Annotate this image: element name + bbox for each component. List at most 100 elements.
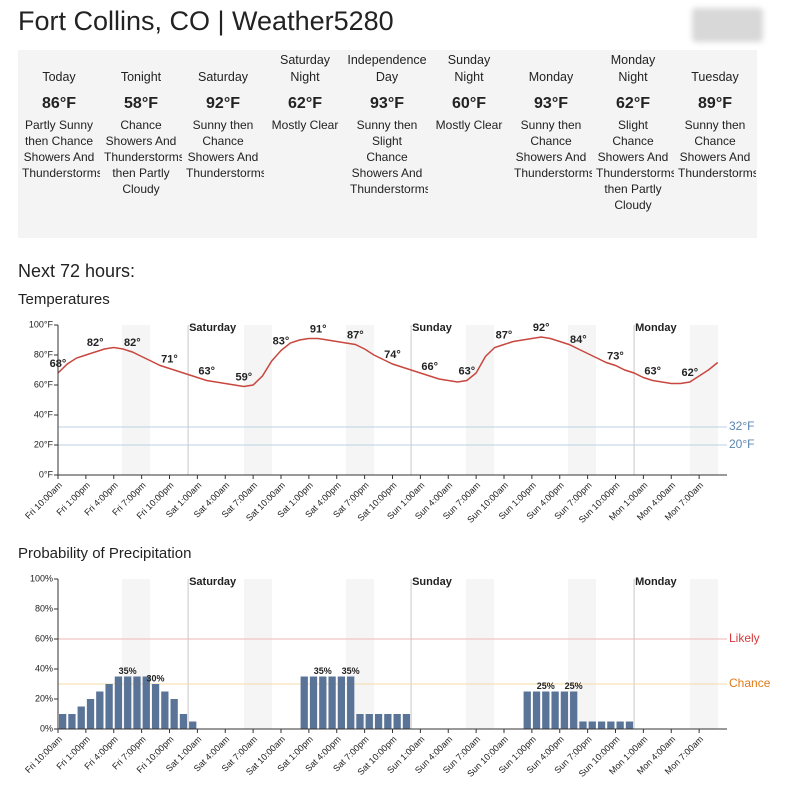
y-tick-label: 80% xyxy=(35,603,53,613)
period-text: Slight Chance Showers And Thunderstorms … xyxy=(596,118,674,212)
page-title: Fort Collins, CO | Weather5280 xyxy=(18,6,394,36)
bar xyxy=(319,676,327,729)
value-label: 82° xyxy=(87,337,104,349)
band xyxy=(244,325,272,475)
value-label: 82° xyxy=(124,337,141,349)
value-label: 63° xyxy=(644,365,661,377)
band xyxy=(244,579,272,729)
band xyxy=(466,579,494,729)
y-tick-label: 0% xyxy=(40,723,53,733)
y-tick-label: 40°F xyxy=(34,409,54,419)
value-label: 63° xyxy=(198,365,215,377)
bar xyxy=(347,676,355,729)
section-heading: Next 72 hours: xyxy=(18,261,136,281)
blurred-widget xyxy=(692,8,763,42)
bar xyxy=(86,699,95,729)
day-label: Saturday xyxy=(189,322,237,334)
bar xyxy=(402,714,411,729)
bar xyxy=(588,721,596,729)
period-text: Mostly Clear xyxy=(435,118,503,132)
value-label: 84° xyxy=(570,334,587,346)
period-name: Sunday Night xyxy=(447,53,491,84)
bar xyxy=(124,676,132,729)
bar xyxy=(374,714,383,729)
chart-title: Temperatures xyxy=(18,291,110,308)
forecast-period: Monday 93°F Sunny then Chance Showers And … xyxy=(510,50,592,238)
bar xyxy=(96,691,104,729)
y-tick-label: 100°F xyxy=(29,319,54,329)
period-name: Saturday Night xyxy=(279,53,331,84)
bar xyxy=(189,721,197,729)
bar xyxy=(625,721,634,729)
y-tick-label: 60°F xyxy=(34,379,54,389)
forecast-period: Monday Night 62°F Slight Chance Showers An… xyxy=(592,50,674,238)
bar xyxy=(77,706,85,729)
bar xyxy=(579,721,587,729)
day-label: Monday xyxy=(635,322,677,334)
day-label: Sunday xyxy=(412,322,453,334)
value-label: 92° xyxy=(533,322,550,334)
bar xyxy=(179,714,188,729)
forecast-period: Tonight 58°F Chance Showers And Thundersto… xyxy=(100,50,182,238)
bar xyxy=(384,714,392,729)
forecast-period: Today 86°F Partly Sunny then Chance Shower… xyxy=(18,50,100,238)
bar xyxy=(142,676,150,729)
period-text: Sunny then Chance Showers And Thundersto… xyxy=(514,118,592,180)
bar xyxy=(133,676,141,729)
period-temp: 92°F xyxy=(206,95,240,112)
forecast-period: Independence Day 93°F Sunny then Slight Ch… xyxy=(346,50,428,238)
period-text: Partly Sunny then Chance Showers And Thu… xyxy=(22,118,100,180)
forecast-period: Sunday Night 60°F Mostly Clear xyxy=(428,50,510,238)
bar xyxy=(151,684,160,729)
bar xyxy=(68,714,76,729)
forecast-strip: Today 86°F Partly Sunny then Chance Shower… xyxy=(18,50,757,238)
period-temp: 93°F xyxy=(370,95,404,112)
y-tick-label: 80°F xyxy=(34,349,54,359)
period-name: Independence Day xyxy=(347,53,427,84)
period-temp: 58°F xyxy=(124,95,158,112)
y-tick-label: 0°F xyxy=(39,469,54,479)
period-name: Today xyxy=(42,70,76,84)
forecast-period: Saturday 92°F Sunny then Chance Showers An… xyxy=(182,50,264,238)
value-label: 35% xyxy=(314,666,332,676)
temperature-line xyxy=(57,336,719,388)
period-text: Sunny then Slight Chance Showers And Thu… xyxy=(350,118,428,196)
bar xyxy=(365,714,373,729)
y-tick-label: 20°F xyxy=(34,439,54,449)
period-name: Tuesday xyxy=(691,70,739,84)
value-label: 83° xyxy=(273,335,290,347)
day-label: Sunday xyxy=(412,576,453,588)
forecast-period: Saturday Night 62°F Mostly Clear xyxy=(264,50,346,238)
value-label: 74° xyxy=(384,349,401,361)
value-label: 63° xyxy=(459,365,476,377)
reference-label: 32°F xyxy=(729,419,754,433)
y-tick-label: 100% xyxy=(30,573,53,583)
value-label: 71° xyxy=(161,353,178,365)
bar xyxy=(59,714,67,729)
y-tick-label: 40% xyxy=(35,663,53,673)
bar xyxy=(114,676,123,729)
reference-label: Likely xyxy=(729,631,760,645)
chart-title: Probability of Precipitation xyxy=(18,545,192,562)
value-label: 62° xyxy=(682,367,699,379)
bar xyxy=(328,676,336,729)
bar xyxy=(170,699,178,729)
value-label: 66° xyxy=(421,361,438,373)
value-label: 91° xyxy=(310,323,327,335)
bar xyxy=(532,691,541,729)
period-text: Sunny then Chance Showers And Thundersto… xyxy=(678,118,756,180)
value-label: 87° xyxy=(496,329,513,341)
value-label: 35% xyxy=(119,666,137,676)
night-bands xyxy=(122,325,718,475)
band xyxy=(690,579,718,729)
forecast-period: Tuesday 89°F Sunny then Chance Showers And… xyxy=(674,50,756,238)
bar xyxy=(309,676,318,729)
value-label: 25% xyxy=(537,681,555,691)
period-temp: 60°F xyxy=(452,95,486,112)
y-tick-label: 20% xyxy=(35,693,53,703)
bar xyxy=(607,721,615,729)
temperature-chart: Saturday Sunday Monday 32°F 20°F 0°F 20°F 40°F 6… xyxy=(23,319,754,525)
period-temp: 62°F xyxy=(616,95,650,112)
bar xyxy=(337,676,346,729)
